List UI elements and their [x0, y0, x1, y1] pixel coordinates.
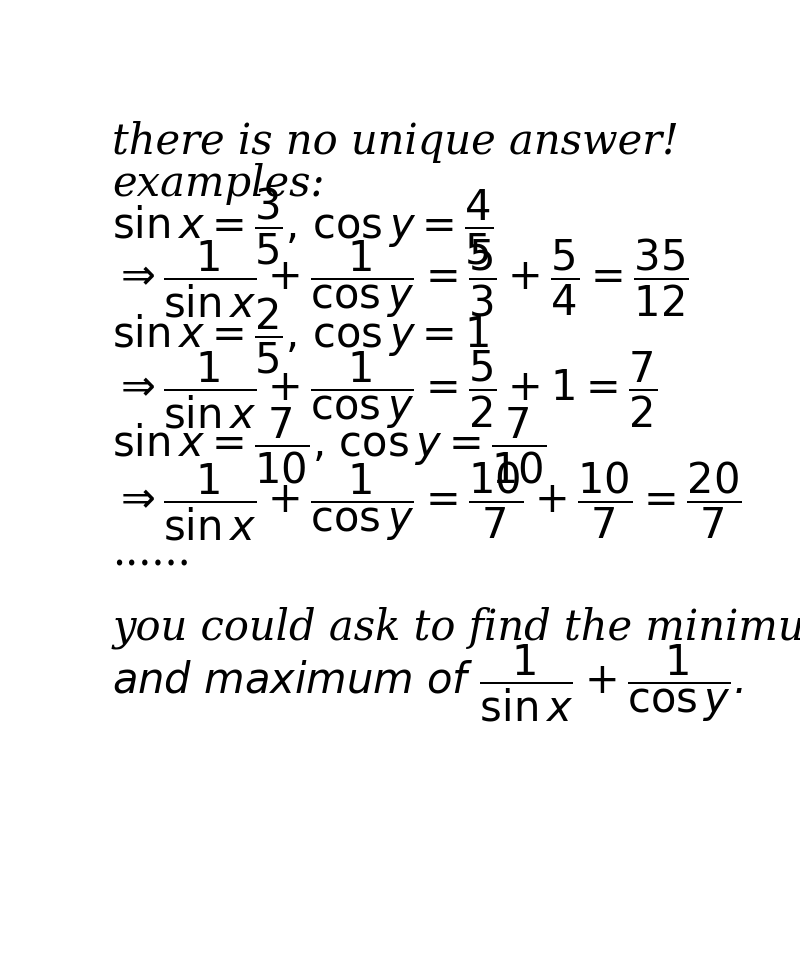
Text: $\sin x=\dfrac{2}{5}$, $\cos y=1$: $\sin x=\dfrac{2}{5}$, $\cos y=1$	[112, 296, 490, 376]
Text: and maximum of $\dfrac{1}{\sin x}+\dfrac{1}{\cos y}$.: and maximum of $\dfrac{1}{\sin x}+\dfrac…	[112, 643, 744, 724]
Text: $\sin x=\dfrac{3}{5}$, $\cos y=\dfrac{4}{5}$: $\sin x=\dfrac{3}{5}$, $\cos y=\dfrac{4}…	[112, 186, 494, 267]
Text: $\Rightarrow\dfrac{1}{\sin x}+\dfrac{1}{\cos y}=\dfrac{5}{3}+\dfrac{5}{4}=\dfrac: $\Rightarrow\dfrac{1}{\sin x}+\dfrac{1}{…	[112, 237, 689, 320]
Text: ......: ......	[112, 533, 191, 575]
Text: examples:: examples:	[112, 163, 325, 205]
Text: $\sin x=\dfrac{7}{10}$, $\cos y=\dfrac{7}{10}$: $\sin x=\dfrac{7}{10}$, $\cos y=\dfrac{7…	[112, 406, 546, 486]
Text: $\Rightarrow\dfrac{1}{\sin x}+\dfrac{1}{\cos y}=\dfrac{5}{2}+1=\dfrac{7}{2}$: $\Rightarrow\dfrac{1}{\sin x}+\dfrac{1}{…	[112, 349, 658, 431]
Text: $\Rightarrow\dfrac{1}{\sin x}+\dfrac{1}{\cos y}=\dfrac{10}{7}+\dfrac{10}{7}=\dfr: $\Rightarrow\dfrac{1}{\sin x}+\dfrac{1}{…	[112, 460, 742, 543]
Text: there is no unique answer!: there is no unique answer!	[112, 120, 679, 163]
Text: you could ask to find the minimum: you could ask to find the minimum	[112, 606, 800, 649]
